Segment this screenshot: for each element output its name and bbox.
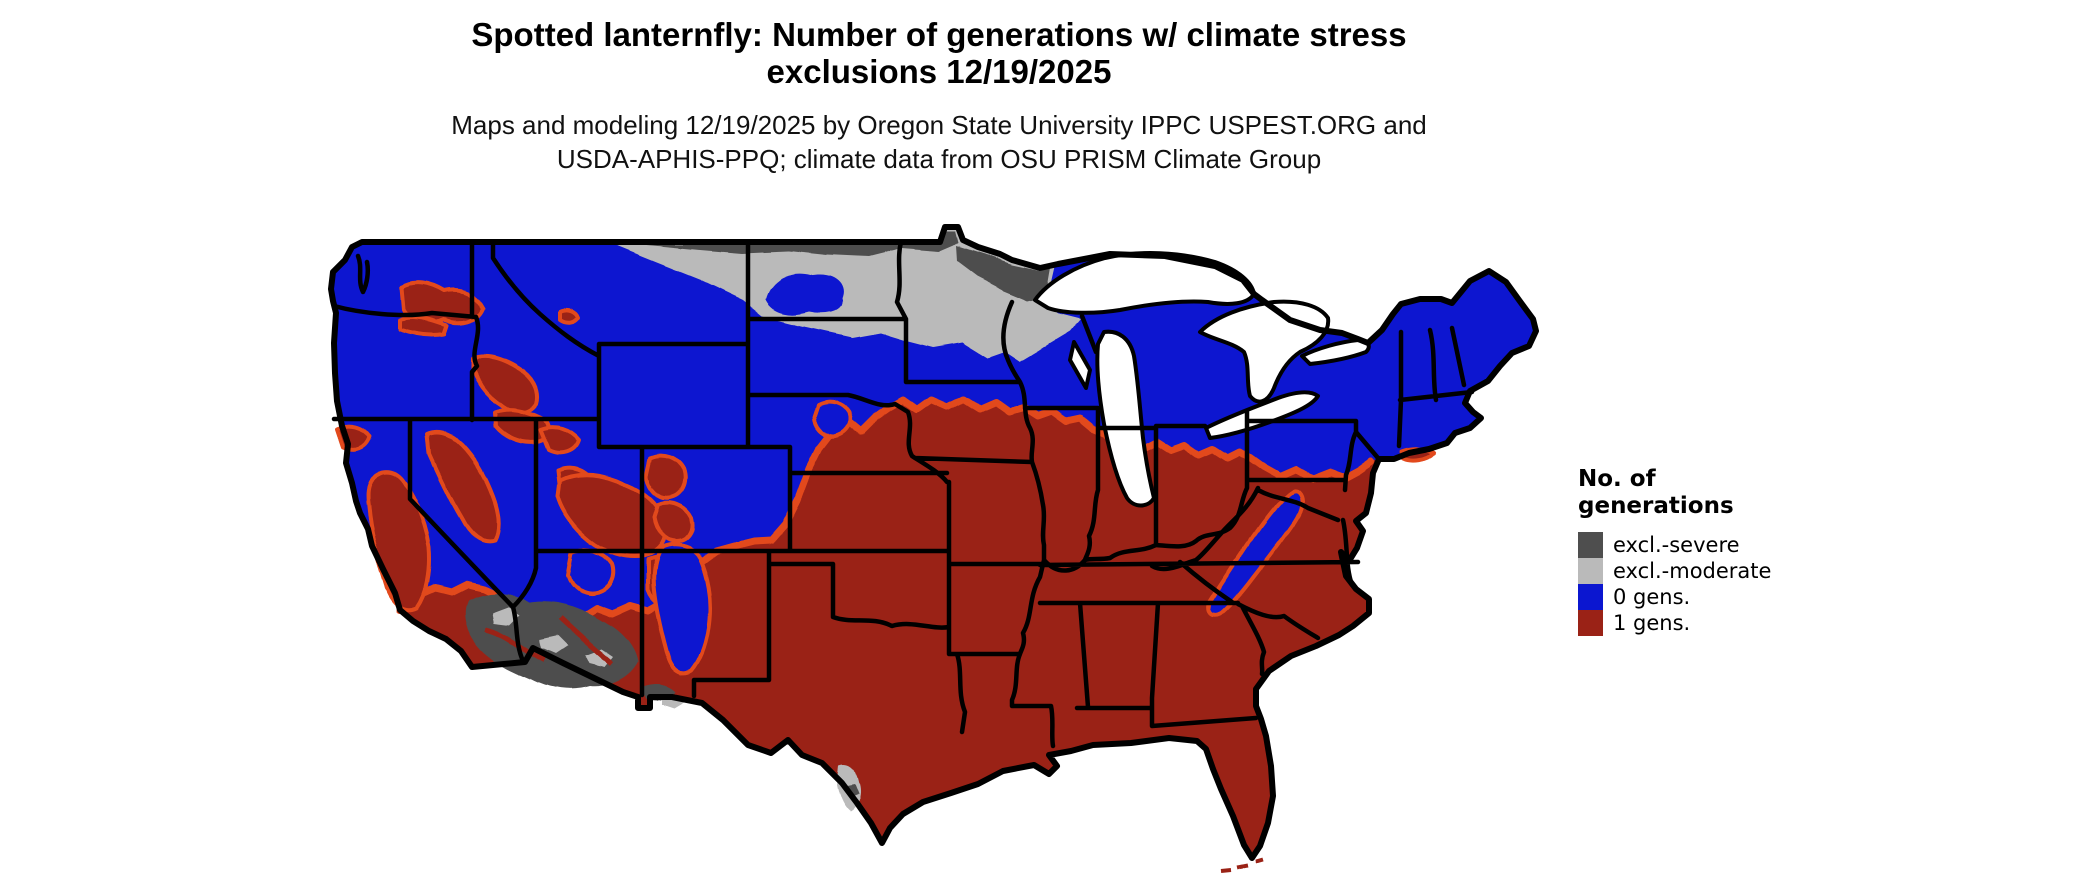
- legend-swatch-zero-gens: [1578, 584, 1603, 610]
- desert-red-vein: [485, 616, 614, 666]
- legend-swatch-excl-moderate: [1578, 558, 1603, 584]
- patch-blue-mountains: [470, 353, 539, 415]
- region-nd-blue-hole: [765, 274, 844, 315]
- legend-label-zero-gens: 0 gens.: [1613, 585, 1691, 609]
- lake-huron: [1198, 299, 1331, 404]
- blue-highland-overlays: [566, 399, 1304, 677]
- legend-row-excl-severe: excl.-severe: [1578, 532, 1838, 558]
- subtitle: Maps and modeling 12/19/2025 by Oregon S…: [0, 108, 1878, 176]
- legend-items: excl.-severe excl.-moderate 0 gens. 1 ge…: [1578, 532, 1838, 636]
- legend-title: No. of generations: [1578, 466, 1838, 520]
- legend-title-line-2: generations: [1578, 493, 1734, 519]
- legend-label-excl-moderate: excl.-moderate: [1613, 559, 1772, 583]
- great-lakes-layer: [1033, 251, 1371, 508]
- legend-row-one-gen: 1 gens.: [1578, 610, 1838, 636]
- raster-fill-layer: [331, 227, 1536, 874]
- legend-swatch-excl-severe: [1578, 532, 1603, 558]
- patch-west-colorado-1: [644, 453, 688, 501]
- patch-west-colorado-2: [652, 501, 695, 544]
- title-line-2: exclusions 12/19/2025: [766, 53, 1112, 90]
- legend-row-excl-moderate: excl.-moderate: [1578, 558, 1838, 584]
- legend-label-one-gen: 1 gens.: [1613, 611, 1691, 635]
- legend-title-line-1: No. of: [1578, 466, 1656, 492]
- legend-swatch-one-gen: [1578, 610, 1603, 636]
- western-red-patches: [336, 281, 1436, 612]
- legend-label-excl-severe: excl.-severe: [1613, 533, 1740, 557]
- patch-new-mexico-rockies: [651, 543, 713, 677]
- title-line-1: Spotted lanternfly: Number of generation…: [471, 16, 1407, 53]
- patch-south-utah-north-arizona: [556, 472, 667, 559]
- header: Spotted lanternfly: Number of generation…: [0, 16, 1878, 176]
- page-title: Spotted lanternfly: Number of generation…: [0, 16, 1878, 90]
- patch-west-montana: [558, 308, 580, 325]
- patch-northeast-nevada: [538, 425, 580, 455]
- desert-moderate-speckle-2: [540, 636, 568, 654]
- state-borders: [331, 239, 1475, 749]
- legend: No. of generations excl.-severe excl.-mo…: [1578, 466, 1838, 636]
- us-outline: [328, 224, 1539, 861]
- subtitle-line-2: USDA-APHIS-PPQ; climate data from OSU PR…: [556, 144, 1322, 174]
- green-bay: [1068, 340, 1092, 390]
- patch-columbia-basin: [398, 315, 450, 339]
- border-layer: [328, 224, 1539, 861]
- region-one-gen-south: [400, 399, 1379, 858]
- desert-moderate-speckle-3: [585, 649, 613, 667]
- patch-appalachians: [1206, 488, 1304, 618]
- legend-row-zero-gens: 0 gens.: [1578, 584, 1838, 610]
- patch-sierra-nevada-border: [426, 431, 500, 543]
- patch-black-hills: [812, 399, 853, 438]
- florida-keys: [1221, 858, 1263, 874]
- patch-mogollon-rim: [566, 547, 616, 595]
- subtitle-line-1: Maps and modeling 12/19/2025 by Oregon S…: [451, 110, 1427, 140]
- region-excl-severe-ne-minnesota: [956, 246, 1051, 301]
